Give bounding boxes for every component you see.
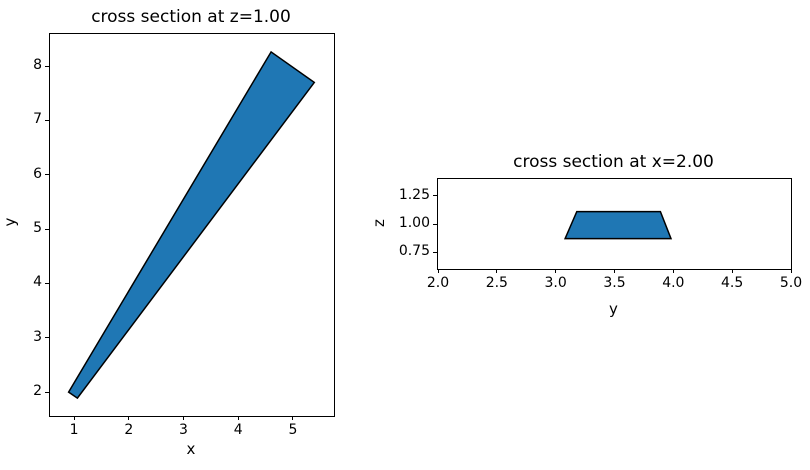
- x-tick-label: 4: [233, 422, 243, 438]
- x-tick-mark: [183, 416, 185, 420]
- y-tick-label: 4: [33, 274, 42, 291]
- x-tick-mark: [437, 269, 439, 273]
- y-tick-mark: [45, 119, 49, 121]
- y-tick-mark: [45, 228, 49, 230]
- plot-area: [67, 50, 316, 400]
- y-tick-mark: [45, 174, 49, 176]
- left-y-axis-label: y: [1, 217, 19, 227]
- x-tick-mark: [672, 269, 674, 273]
- x-tick-mark: [790, 269, 792, 273]
- x-tick-mark: [614, 269, 615, 273]
- y-tick-mark: [45, 391, 49, 393]
- x-tick-label: 2: [124, 422, 134, 438]
- y-tick-mark: [45, 337, 49, 339]
- x-tick-mark: [555, 269, 557, 273]
- y-tick-label: 1.00: [398, 215, 430, 231]
- x-tick-mark: [237, 416, 239, 420]
- right-axes: 2.0 2.5 3.0 3.5 4.0 4.5 5.0 0.75 1.00 1.25: [399, 178, 802, 291]
- x-tick-label: 1: [69, 422, 79, 438]
- right-y-axis-label: z: [370, 219, 388, 227]
- y-tick-label: 0.75: [398, 243, 430, 260]
- y-tick-mark: [433, 251, 437, 253]
- x-tick-label: 2.0: [426, 275, 450, 291]
- x-tick-label: 4.5: [721, 275, 744, 291]
- y-tick-label: 7: [33, 111, 42, 128]
- x-tick-label: 5: [288, 422, 298, 438]
- x-tick-mark: [496, 269, 498, 273]
- x-tick-label: 3.0: [544, 275, 567, 291]
- y-tick-label: 3: [33, 328, 42, 345]
- x-tick-label: 5.0: [779, 275, 803, 291]
- left-x-axis-label: x: [186, 440, 196, 458]
- y-tick-label: 5: [33, 220, 42, 237]
- right-x-axis-label: y: [609, 300, 618, 318]
- y-tick-label: 1.25: [398, 186, 430, 203]
- y-tick-mark: [45, 282, 49, 284]
- x-tick-label: 4.0: [662, 275, 685, 291]
- y-tick-label: 8: [33, 57, 42, 74]
- x-tick-mark: [73, 416, 75, 420]
- x-tick-label: 3: [179, 422, 188, 438]
- right-chart-title: cross section at x=2.00: [513, 152, 714, 172]
- x-tick-mark: [292, 416, 294, 420]
- left-axes: 1 2 3 4 5 2 3 4 5 6 7 8: [33, 33, 335, 438]
- cross-section-polygon: [67, 50, 316, 400]
- plot-area: [563, 210, 673, 240]
- left-chart-title: cross section at z=1.00: [91, 7, 291, 27]
- cross-section-polygon: [563, 210, 673, 240]
- y-tick-mark: [433, 195, 437, 197]
- x-tick-label: 3.5: [603, 275, 626, 291]
- y-tick-label: 6: [33, 165, 42, 182]
- y-tick-label: 2: [33, 383, 42, 400]
- x-tick-mark: [731, 269, 733, 273]
- y-tick-mark: [433, 223, 437, 225]
- y-tick-mark: [45, 65, 49, 67]
- x-tick-mark: [128, 416, 130, 420]
- x-tick-label: 2.5: [485, 275, 508, 291]
